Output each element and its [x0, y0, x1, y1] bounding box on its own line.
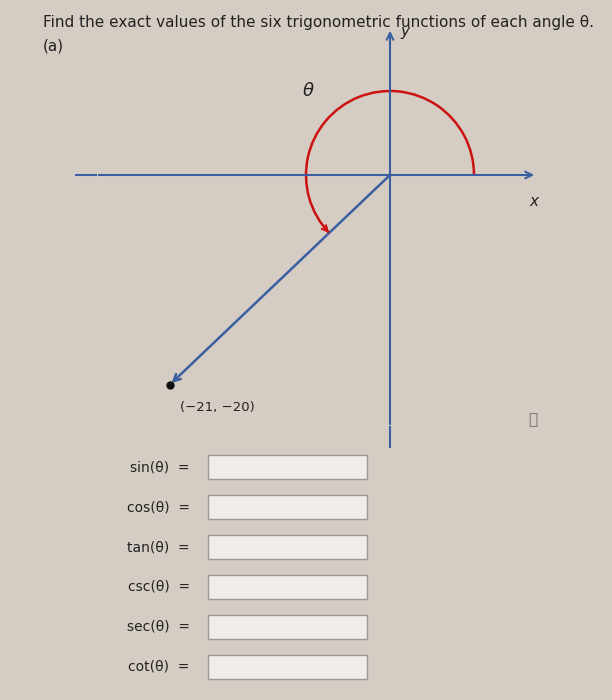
- Bar: [208, 615, 367, 639]
- Text: (−21, −20): (−21, −20): [180, 400, 255, 414]
- Text: cot(θ)  =: cot(θ) =: [129, 659, 190, 673]
- Text: cos(θ)  =: cos(θ) =: [127, 500, 190, 514]
- Text: x: x: [529, 194, 539, 209]
- Text: sin(θ)  =: sin(θ) =: [130, 461, 190, 475]
- Text: csc(θ)  =: csc(θ) =: [127, 580, 190, 594]
- Text: (a): (a): [43, 38, 64, 53]
- Text: sec(θ)  =: sec(θ) =: [127, 620, 190, 634]
- Bar: [208, 575, 367, 599]
- Bar: [208, 495, 367, 519]
- Text: y: y: [400, 24, 409, 38]
- Text: θ: θ: [303, 81, 314, 99]
- Bar: [208, 654, 367, 679]
- Bar: [208, 535, 367, 559]
- Text: Find the exact values of the six trigonometric functions of each angle θ.: Find the exact values of the six trigono…: [43, 15, 594, 30]
- Text: ⓘ: ⓘ: [528, 412, 537, 428]
- Bar: [208, 455, 367, 480]
- Text: tan(θ)  =: tan(θ) =: [127, 540, 190, 554]
